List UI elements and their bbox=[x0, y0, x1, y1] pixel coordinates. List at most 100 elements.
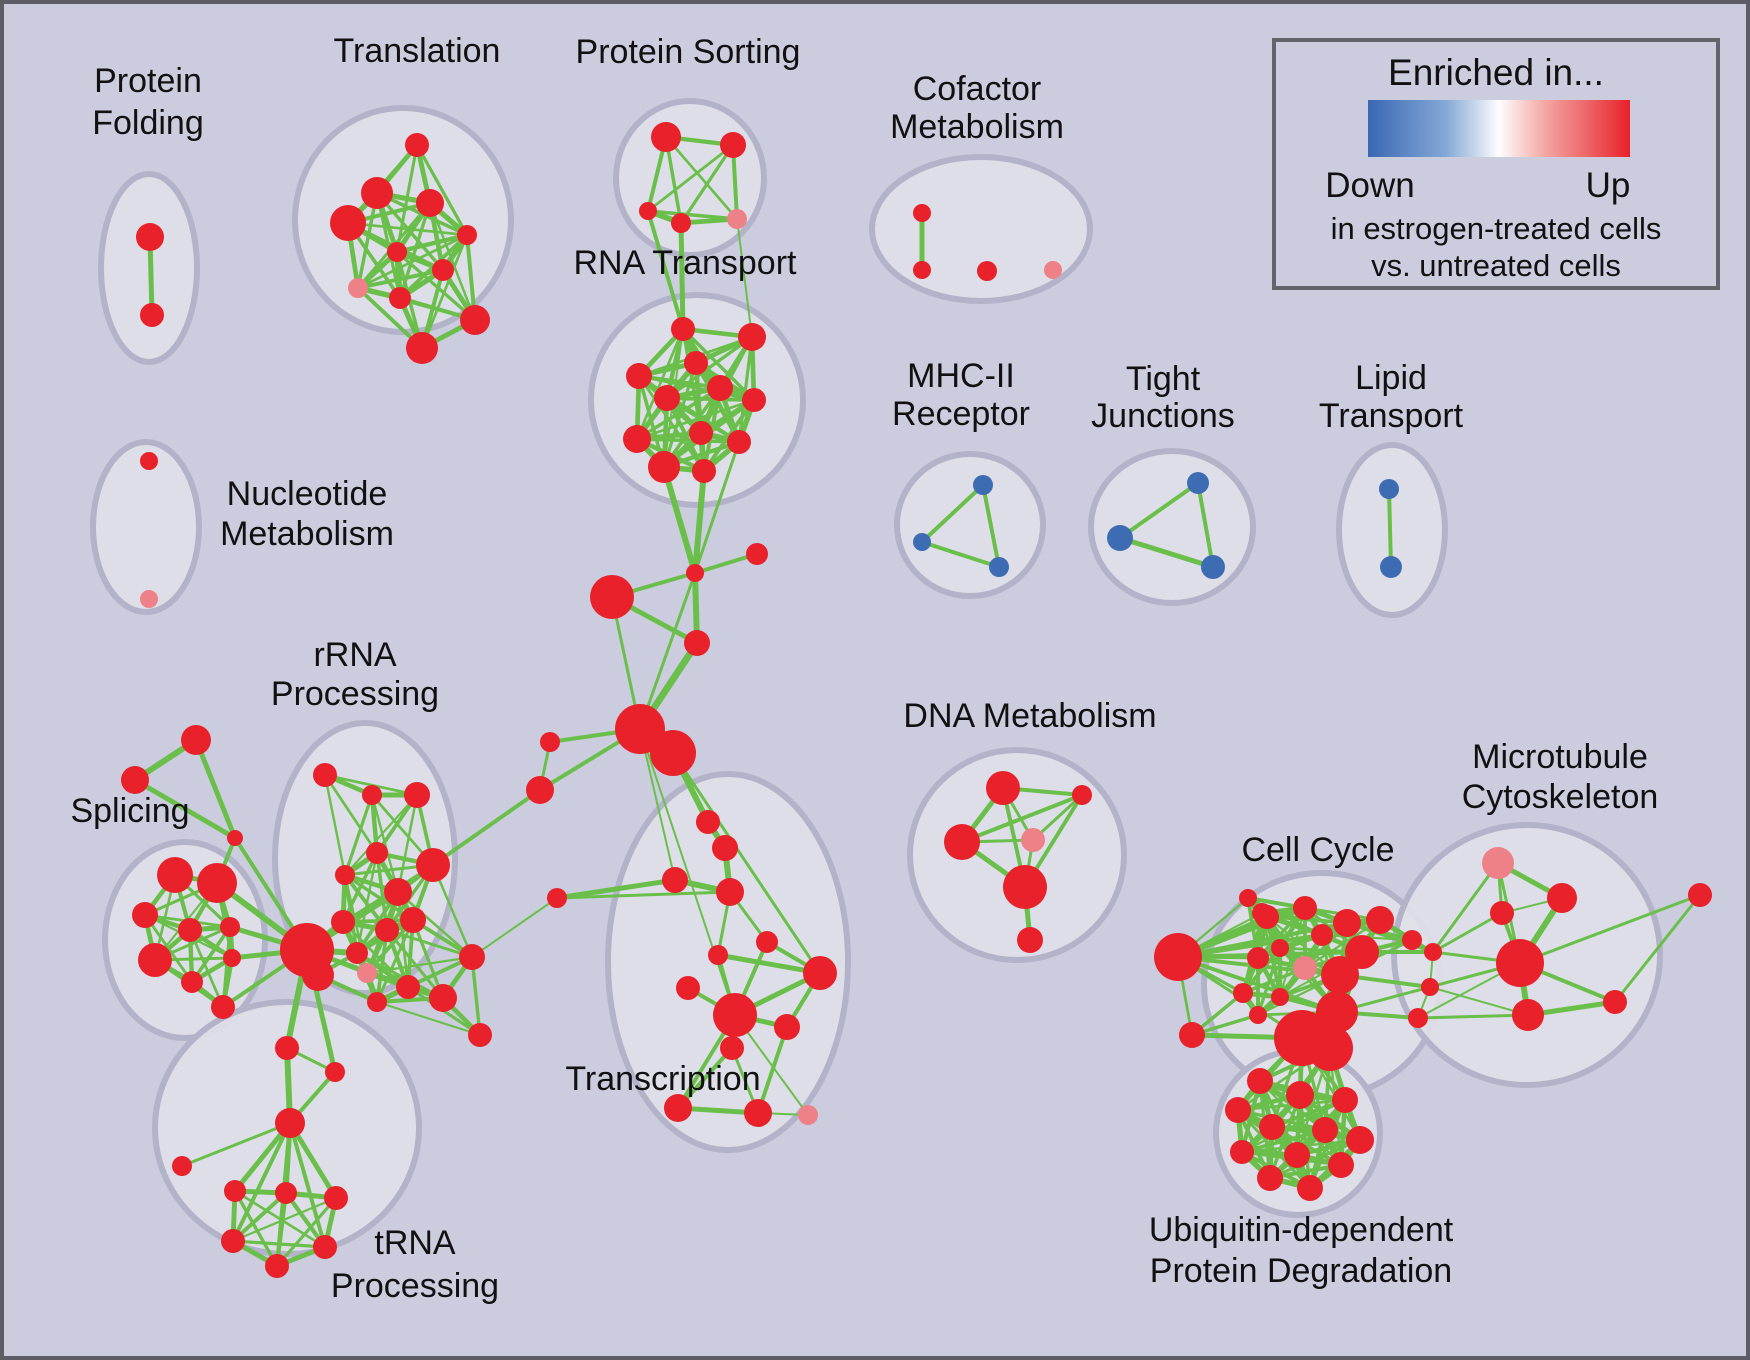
node-trna_hub-0 bbox=[275, 1108, 305, 1138]
node-cofactor-0 bbox=[913, 204, 931, 222]
node-nucleotide-1 bbox=[140, 590, 158, 608]
edge bbox=[343, 873, 415, 922]
node-rna_transport-7 bbox=[689, 421, 713, 445]
node-transcription-0 bbox=[696, 810, 720, 834]
cluster-label-protein-folding: Protein Folding bbox=[92, 62, 204, 142]
edge bbox=[1416, 1013, 1530, 1020]
edge bbox=[737, 335, 754, 444]
cluster-label-cellcycle: Cell Cycle bbox=[1241, 831, 1394, 869]
node-microtubule-0 bbox=[1482, 847, 1514, 879]
node-trna_hub-1 bbox=[172, 1156, 192, 1176]
edge bbox=[554, 877, 678, 901]
node-rna_transport-5 bbox=[654, 385, 680, 411]
node-cellcycle-9 bbox=[1321, 956, 1359, 994]
node-transcription-2 bbox=[662, 867, 688, 893]
node-cellcycle-12 bbox=[1316, 991, 1358, 1033]
node-rrna-6 bbox=[416, 848, 450, 882]
edge bbox=[415, 143, 469, 237]
node-rrna-2 bbox=[404, 782, 430, 808]
node-dna-1 bbox=[1072, 785, 1092, 805]
edge bbox=[635, 398, 756, 441]
node-splicing-6 bbox=[181, 971, 203, 993]
edge bbox=[231, 1196, 338, 1243]
node-dna-4 bbox=[1003, 865, 1047, 909]
label-layer: Protein Folding Translation Protein Sorting… bbox=[70, 32, 1658, 1305]
node-rrna-5 bbox=[384, 878, 412, 906]
edge bbox=[1256, 946, 1282, 1017]
cluster-label-transcription: Transcription bbox=[565, 1060, 760, 1098]
node-cellcycle-0 bbox=[1154, 933, 1202, 981]
legend-caption-line1: in estrogen-treated cells bbox=[1330, 211, 1662, 246]
cluster-bubble-transcription bbox=[605, 771, 851, 1153]
node-protein_sorting-3 bbox=[671, 213, 691, 233]
node-ubiquitin-4 bbox=[1259, 1114, 1285, 1140]
edge bbox=[180, 1121, 292, 1168]
node-ubiquitin-10 bbox=[1257, 1165, 1283, 1191]
cluster-label-mhc: MHC-II Receptor bbox=[892, 357, 1030, 433]
node-bridge-4 bbox=[615, 704, 665, 754]
edge bbox=[692, 468, 707, 576]
node-ubiquitin-11 bbox=[1297, 1175, 1323, 1201]
edge bbox=[1431, 911, 1504, 954]
edge bbox=[1429, 986, 1529, 1016]
legend-gradient-bar bbox=[1368, 100, 1630, 157]
node-dna-5 bbox=[1017, 927, 1043, 953]
edge bbox=[1387, 487, 1393, 569]
node-rna_transport-3 bbox=[626, 363, 652, 389]
node-protein_sorting-4 bbox=[727, 209, 747, 229]
legend-title: Enriched in... bbox=[1388, 52, 1604, 93]
node-ubiquitin-13 bbox=[1307, 1025, 1353, 1071]
edge bbox=[394, 232, 470, 255]
node-bridge-3 bbox=[684, 630, 710, 656]
node-layer bbox=[121, 122, 1712, 1278]
node-translation-0 bbox=[405, 133, 429, 157]
edge bbox=[638, 571, 697, 731]
node-cellcycle-3 bbox=[1293, 896, 1317, 920]
node-rrna-14 bbox=[396, 975, 420, 999]
node-dna-3 bbox=[1021, 828, 1045, 852]
node-splicing-0 bbox=[157, 857, 193, 893]
edge bbox=[693, 440, 741, 575]
edge bbox=[635, 437, 741, 444]
edge bbox=[661, 464, 698, 576]
node-rrna-1 bbox=[362, 785, 382, 805]
edge bbox=[396, 890, 474, 959]
node-cellcycle-14 bbox=[1252, 903, 1272, 923]
node-trna_ring-3 bbox=[221, 1229, 245, 1253]
node-microtubule-3 bbox=[1496, 939, 1544, 987]
edge bbox=[756, 1025, 789, 1115]
cluster-label-microtubule: Microtubule Cytoskeleton bbox=[1462, 738, 1659, 816]
edge bbox=[1240, 1128, 1327, 1154]
node-bridge-0 bbox=[686, 564, 704, 582]
node-ubiquitin-9 bbox=[1328, 1152, 1354, 1178]
cluster-label-tight: Tight Junctions bbox=[1091, 360, 1235, 435]
node-protein_sorting-2 bbox=[639, 202, 657, 220]
cluster-bubble-cofactor bbox=[869, 154, 1093, 304]
node-rrna-13 bbox=[429, 984, 457, 1012]
edge bbox=[356, 191, 379, 290]
edge bbox=[1613, 893, 1702, 1004]
node-cellcycle-18 bbox=[1402, 930, 1422, 950]
node-cellcycle-8 bbox=[1293, 956, 1317, 980]
node-ubiquitin-3 bbox=[1225, 1097, 1251, 1123]
node-ubiquitin-1 bbox=[1286, 1081, 1314, 1109]
node-transcription-12 bbox=[744, 1099, 772, 1127]
node-trna_ring-2 bbox=[324, 1186, 348, 1210]
node-hub-1 bbox=[302, 959, 334, 991]
node-cellcycle-15 bbox=[1271, 939, 1289, 957]
node-microtubule-2 bbox=[1490, 901, 1514, 925]
node-trna_ring-0 bbox=[224, 1180, 246, 1202]
edge bbox=[664, 135, 739, 221]
cluster-bubble-nucleotide bbox=[90, 439, 202, 615]
node-cellcycle-13 bbox=[1249, 1006, 1267, 1024]
node-translation-4 bbox=[457, 225, 477, 245]
node-cofactor-2 bbox=[977, 261, 997, 281]
node-splicing-8 bbox=[223, 949, 241, 967]
edge bbox=[665, 396, 756, 402]
node-cofactor-1 bbox=[913, 261, 931, 279]
node-trna_hub-3 bbox=[325, 1062, 345, 1082]
node-splicing-2 bbox=[132, 902, 158, 928]
edge bbox=[231, 1121, 292, 1243]
node-transcription-8 bbox=[713, 993, 757, 1037]
node-cellcycle-17 bbox=[1179, 1022, 1205, 1048]
